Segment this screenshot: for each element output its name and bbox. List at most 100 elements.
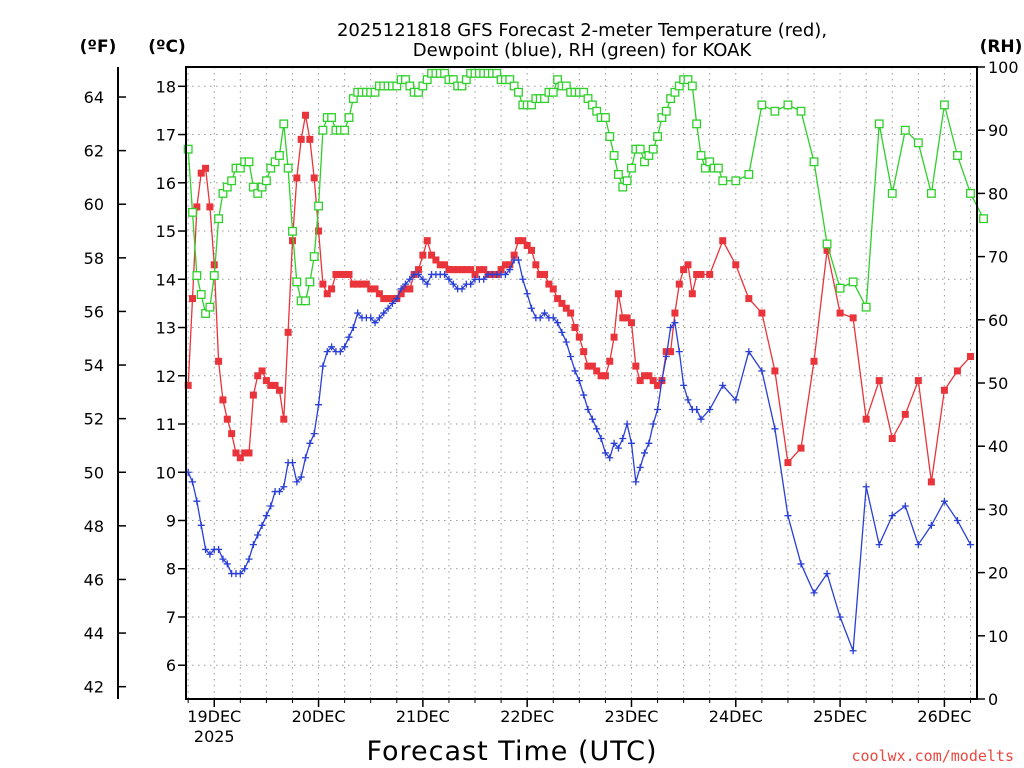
rh-point — [900, 125, 910, 135]
fahrenheit-tick-label: 56 — [84, 302, 104, 321]
temperature-point — [480, 266, 488, 274]
dewpoint-point — [523, 290, 531, 298]
dewpoint-point — [645, 439, 653, 447]
temperature-point — [436, 261, 444, 269]
dewpoint-point — [580, 391, 588, 399]
dewpoint-point — [297, 473, 305, 481]
dewpoint-point — [888, 512, 896, 520]
dewpoint-point — [771, 425, 779, 433]
rh-point — [344, 113, 354, 123]
dewpoint-point — [197, 521, 205, 529]
temperature-point — [197, 169, 205, 177]
rh-point — [661, 106, 671, 116]
dewpoint-point — [315, 401, 323, 409]
celsius-tick-label: 12 — [156, 367, 176, 386]
dewpoint-point — [401, 280, 409, 288]
dewpoint-point — [675, 348, 683, 356]
temperature-point — [206, 203, 214, 211]
temperature-point — [797, 444, 805, 452]
temperature-point — [341, 270, 349, 278]
dewpoint-point — [323, 348, 331, 356]
date-tick-label: 26DEC — [917, 707, 971, 726]
dewpoint-point — [458, 285, 466, 293]
dewpoint-point — [445, 275, 453, 283]
dewpoint-point — [610, 439, 618, 447]
fahrenheit-tick-label: 64 — [84, 88, 104, 107]
fahrenheit-tick-label: 50 — [84, 463, 104, 482]
temperature-point — [849, 314, 857, 322]
dewpoint-point — [388, 299, 396, 307]
rh-tick-label: 30 — [988, 500, 1008, 519]
celsius-tick-label: 6 — [166, 656, 176, 675]
rh-point — [327, 113, 337, 123]
dewpoint-point — [627, 439, 635, 447]
temperature-point — [345, 270, 353, 278]
temperature-point — [210, 261, 218, 269]
temperature-point — [328, 285, 336, 293]
rh-point — [692, 119, 702, 129]
dewpoint-point — [293, 478, 301, 486]
rh-point — [309, 252, 319, 262]
dewpoint-point — [680, 381, 688, 389]
temperature-point — [441, 261, 449, 269]
temperature-point — [384, 295, 392, 303]
temperature-point — [914, 377, 922, 385]
dewpoint-point — [758, 367, 766, 375]
rh-point — [261, 176, 271, 186]
temperature-point — [645, 372, 653, 380]
dewpoint-point — [567, 352, 575, 360]
rh-point — [205, 302, 215, 312]
dewpoint-point — [536, 314, 544, 322]
x-axis-label: Forecast Time (UTC) — [366, 736, 657, 767]
grid — [186, 67, 977, 699]
date-tick-label: 21DEC — [396, 707, 450, 726]
dewpoint-point — [706, 406, 714, 414]
temperature-point — [275, 386, 283, 394]
temperature-point — [593, 367, 601, 375]
dewpoint-point — [519, 275, 527, 283]
fahrenheit-tick-label: 54 — [84, 356, 104, 375]
dewpoint-point — [236, 570, 244, 578]
temperature-point — [862, 415, 870, 423]
dewpoint-point — [614, 444, 622, 452]
rh-point — [757, 100, 767, 110]
temperature-point — [375, 290, 383, 298]
temperature-point — [671, 309, 679, 317]
rh-point — [301, 296, 310, 306]
dewpoint-point — [601, 449, 609, 457]
dewpoint-point — [336, 348, 344, 356]
temperature-point — [523, 242, 531, 250]
series — [183, 68, 988, 655]
temperature-point — [601, 372, 609, 380]
temperature-point — [319, 280, 327, 288]
rh-point — [314, 201, 324, 211]
rh-point — [744, 169, 754, 179]
temperature-point — [236, 454, 244, 462]
temperature-point — [467, 266, 475, 274]
temperature-point — [245, 449, 253, 457]
temperature-point — [454, 266, 462, 274]
rh-tick-label: 10 — [988, 627, 1008, 646]
dewpoint-point — [367, 314, 375, 322]
rh-point — [861, 302, 871, 312]
temperature-point — [358, 280, 366, 288]
dewpoint-point — [606, 454, 614, 462]
dewpoint-point — [480, 275, 488, 283]
dewpoint-point — [467, 280, 475, 288]
temperature-point — [562, 304, 570, 312]
rh-point — [279, 119, 289, 129]
temperature-point — [310, 174, 318, 182]
celsius-tick-label: 16 — [156, 174, 176, 193]
dewpoint-point — [558, 328, 566, 336]
dewpoint-point — [384, 304, 392, 312]
rh-point — [926, 188, 936, 198]
dewpoint-point — [671, 319, 679, 327]
date-tick-label: 23DEC — [604, 707, 658, 726]
temperature-point — [354, 280, 362, 288]
temperature-point — [306, 135, 314, 143]
dewpoint-point — [927, 521, 935, 529]
rh-point — [966, 188, 975, 198]
dewpoint-point — [745, 348, 753, 356]
temperature-point — [202, 164, 210, 172]
temperature-point — [580, 348, 588, 356]
